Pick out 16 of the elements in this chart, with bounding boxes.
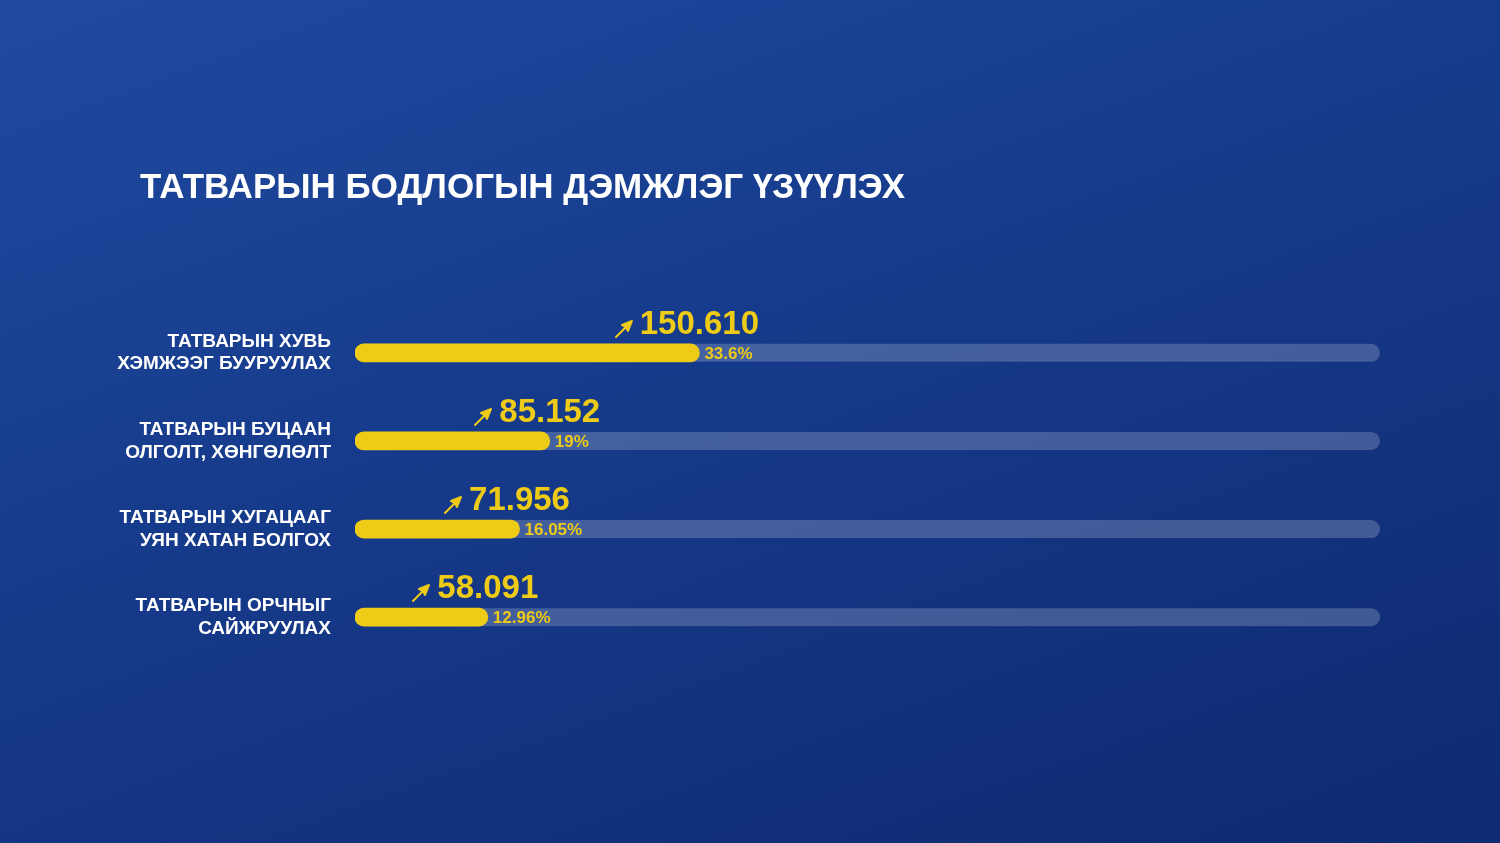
bar [355, 431, 551, 451]
annotation: 58.091 [437, 568, 539, 606]
data-label: 12.96% [492, 607, 551, 627]
bar [355, 519, 520, 539]
bar [355, 607, 489, 627]
y-tick-label: ТАТВАРЫН ХУГАЦААГ УЯН ХАТАН БОЛГОХ [119, 505, 332, 550]
y-tick-label: ТАТВАРЫН ХУВЬ ХЭМЖЭЭГ БУУРУУЛАХ [117, 329, 332, 374]
annotation: 71.956 [469, 480, 570, 518]
annotation: 85.152 [499, 392, 601, 430]
data-label: 19% [554, 431, 589, 451]
chart-title: ТАТВАРЫН БОДЛОГЫН ДЭМЖЛЭГ ҮЗҮҮЛЭХ [140, 166, 906, 206]
data-label: 16.05% [524, 519, 583, 539]
y-tick-label: ТАТВАРЫН БУЦААН ОЛГОЛТ, ХӨНГӨЛӨЛТ [125, 417, 332, 462]
y-tick-label: ТАТВАРЫН ОРЧНЫГ САЙЖРУУЛАХ [135, 593, 332, 638]
data-label: 33.6% [704, 343, 753, 363]
annotation: 150.610 [639, 303, 760, 341]
